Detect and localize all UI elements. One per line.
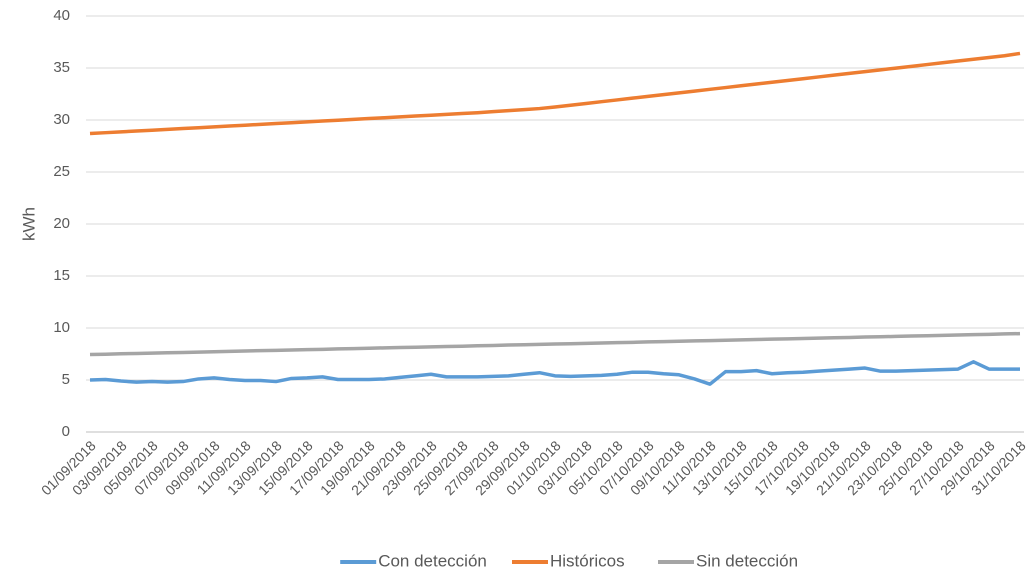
y-tick-label: 5 xyxy=(62,371,70,388)
y-tick-label: 10 xyxy=(53,319,70,336)
legend-label: Con detección xyxy=(378,551,487,570)
y-tick-label: 35 xyxy=(53,59,70,76)
y-tick-label: 25 xyxy=(53,163,70,180)
y-tick-label: 15 xyxy=(53,267,70,284)
y-tick-label: 40 xyxy=(53,7,70,24)
y-axis-label: kWh xyxy=(19,207,38,241)
y-tick-label: 30 xyxy=(53,111,70,128)
y-tick-label: 0 xyxy=(62,423,70,440)
series-line xyxy=(89,331,1021,357)
series-line xyxy=(89,51,1021,136)
legend-label: Históricos xyxy=(550,551,625,570)
legend-label: Sin detección xyxy=(696,551,798,570)
series-line xyxy=(89,360,1020,386)
y-tick-label: 20 xyxy=(53,215,70,232)
